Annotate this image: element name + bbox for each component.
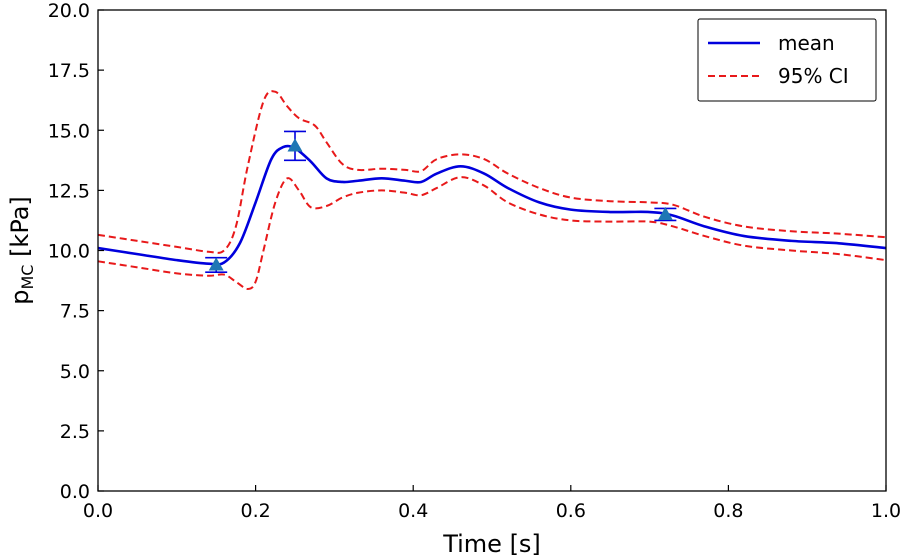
x-tick-label-3: 0.6	[556, 500, 586, 522]
series-ci-lower-line	[97, 176, 887, 290]
x-tick-label-1: 0.2	[240, 500, 270, 522]
x-tick-label-0: 0.0	[83, 500, 113, 522]
series-mean-line	[97, 144, 887, 266]
observation-marker-0	[208, 257, 224, 271]
y-tick-label-4: 10.0	[48, 241, 90, 263]
legend-box	[697, 18, 877, 102]
y-tick-label-5: 12.5	[48, 180, 90, 202]
y-axis-label-subscript: MC	[18, 265, 37, 290]
observation-points	[205, 130, 677, 273]
y-tick-label-2: 5.0	[60, 361, 90, 383]
y-tick-label-7: 17.5	[48, 60, 90, 82]
x-tick-label-2: 0.4	[398, 500, 428, 522]
legend-label-mean: mean	[778, 31, 835, 55]
y-tick-label-6: 15.0	[48, 120, 90, 142]
y-axis-label-main: p	[6, 290, 34, 305]
series-ci-upper-line	[97, 90, 887, 254]
y-axis: 0.0 2.5 5.0 7.5 10.0 12.5 15.0 17.5 20.0	[48, 0, 104, 503]
y-tick-label-8: 20.0	[48, 0, 90, 22]
y-axis-label: pMC [kPa]	[6, 196, 37, 305]
y-tick-label-1: 2.5	[60, 421, 90, 443]
x-axis: 0.0 0.2 0.4 0.6 0.8 1.0	[83, 485, 901, 522]
y-axis-label-unit: [kPa]	[6, 196, 34, 264]
legend-label-ci: 95% CI	[778, 64, 849, 88]
x-axis-label: Time [s]	[442, 530, 541, 557]
plot-lines	[97, 90, 887, 290]
legend: mean 95% CI	[697, 18, 877, 102]
x-tick-label-4: 0.8	[713, 500, 743, 522]
x-tick-label-5: 1.0	[871, 500, 901, 522]
y-tick-label-0: 0.0	[60, 481, 90, 503]
observation-marker-2	[657, 206, 673, 221]
observation-marker-1	[287, 138, 303, 152]
y-tick-label-3: 7.5	[60, 301, 90, 323]
